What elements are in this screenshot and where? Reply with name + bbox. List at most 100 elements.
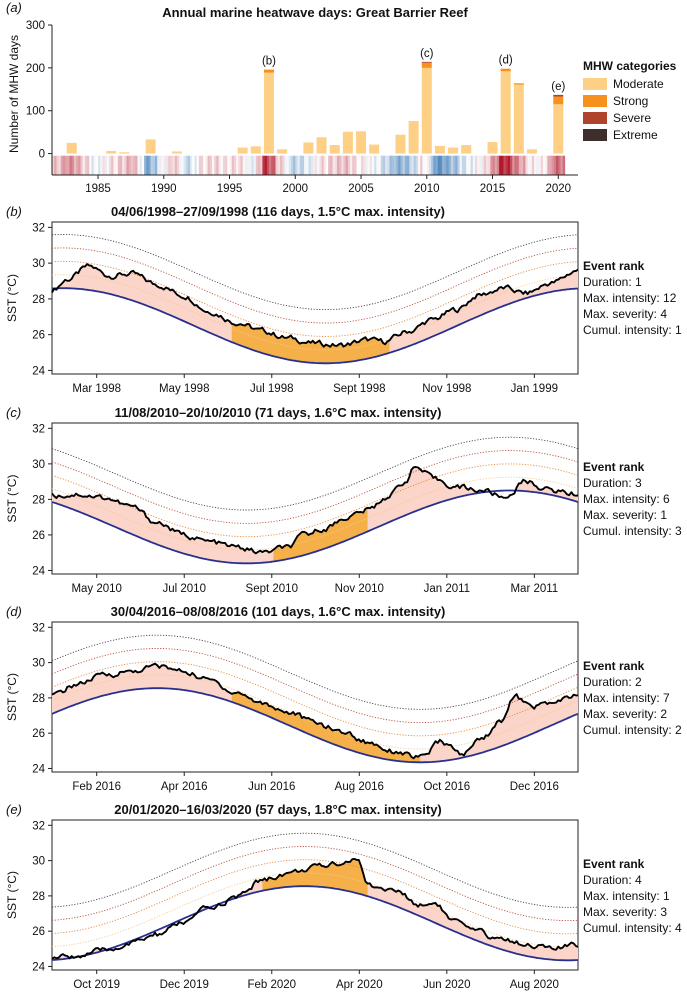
anomaly-stripe (428, 155, 432, 175)
anomaly-stripe (148, 155, 151, 175)
ytick-label: 24 (32, 961, 45, 973)
xtick-label: Jan 1999 (511, 383, 558, 395)
anomaly-stripe (273, 155, 276, 175)
bar-moderate-1998 (263, 72, 274, 154)
ytick-label: 26 (32, 728, 45, 740)
anomaly-stripe (385, 155, 388, 175)
event-rank-max-intensity: Max. intensity: 12 (583, 291, 677, 305)
xtick-label: Oct 2019 (73, 979, 120, 991)
legend-label-strong: Strong (613, 94, 648, 108)
anomaly-stripe (124, 155, 127, 175)
anomaly-stripe (194, 155, 197, 175)
event-rank-cumul-intensity: Cumul. intensity: 2 (583, 723, 682, 737)
anomaly-stripe (238, 155, 241, 175)
anomaly-stripe (369, 155, 373, 175)
anomaly-stripe (146, 155, 149, 175)
anomaly-stripe (249, 155, 252, 175)
anomaly-stripe (453, 155, 456, 175)
anomaly-stripe (398, 155, 401, 175)
anomaly-stripe (472, 155, 476, 175)
anomaly-stripe (457, 155, 460, 175)
legend-label-extreme: Extreme (613, 128, 658, 142)
anomaly-stripe (207, 155, 211, 175)
anomaly-stripe (255, 155, 259, 175)
anomaly-stripe (393, 155, 397, 175)
anomaly-stripe (371, 155, 375, 175)
event-rank-cumul-intensity: Cumul. intensity: 3 (583, 524, 682, 538)
anomaly-stripe (67, 155, 70, 175)
anomaly-shading (52, 467, 578, 564)
anomaly-stripe (413, 155, 417, 175)
anomaly-stripe (529, 155, 533, 175)
ylabel: SST (°C) (5, 274, 19, 322)
xtick-label: Sept 1998 (333, 383, 385, 395)
anomaly-stripe (196, 155, 200, 175)
anomaly-stripe (284, 155, 287, 175)
anomaly-stripe (450, 155, 454, 175)
anomaly-stripe (247, 155, 250, 175)
threshold-line-2 (51, 463, 579, 538)
event-rank-cumul-intensity: Cumul. intensity: 4 (583, 921, 682, 935)
ytick-label: 28 (32, 891, 45, 903)
anomaly-stripe (556, 155, 559, 175)
bar-moderate-2001 (303, 142, 314, 154)
legend-swatch-moderate (583, 78, 607, 90)
anomaly-stripe (176, 155, 180, 175)
anomaly-stripe (253, 155, 257, 175)
ytick-label: 30 (32, 258, 45, 270)
anomaly-stripe (62, 155, 66, 175)
ytick-label: 24 (32, 763, 45, 775)
anomaly-stripe (297, 155, 300, 175)
anomaly-stripe (76, 155, 79, 175)
bar-moderate-1989 (145, 139, 156, 154)
event-rank-max-intensity: Max. intensity: 7 (583, 691, 670, 705)
anomaly-stripe (321, 155, 325, 175)
anomaly-stripe (536, 155, 539, 175)
xtick-label: Aug 2016 (335, 781, 384, 793)
panel-a-xtick-label: 1985 (85, 183, 111, 195)
anomaly-stripe (437, 155, 441, 175)
panel-a-xtick-label: 2010 (414, 183, 440, 195)
event-rank-max-intensity: Max. intensity: 6 (583, 492, 670, 506)
anomaly-stripe (343, 155, 346, 175)
event-rank-max-severity: Max. severity: 1 (583, 508, 667, 522)
ytick-label: 26 (32, 330, 45, 342)
bar-moderate-2002 (316, 137, 327, 154)
xtick-label: Dec 2019 (160, 979, 209, 991)
anomaly-stripe (431, 155, 434, 175)
anomaly-stripe (54, 155, 57, 175)
anomaly-stripe (363, 155, 366, 175)
anomaly-stripe (240, 155, 243, 175)
anomaly-stripe (354, 155, 357, 175)
anomaly-stripe (481, 155, 485, 175)
anomaly-stripe (551, 155, 555, 175)
legend-swatch-strong (583, 95, 607, 107)
anomaly-stripe (380, 155, 384, 175)
anomaly-stripe (317, 155, 320, 175)
anomaly-stripe (113, 155, 116, 175)
event-rank: Event rank Duration: 2 Max. intensity: 7 Ma… (583, 659, 682, 737)
anomaly-stripe (549, 155, 552, 175)
anomaly-stripe (260, 155, 263, 175)
anomaly-stripe (174, 155, 178, 175)
anomaly-stripe (494, 155, 498, 175)
panel-a-label: (a) (6, 0, 22, 15)
anomaly-stripe (523, 155, 526, 175)
panel-d: (d) 30/04/2016–08/08/2016 (101 days, 1.6°… (5, 604, 682, 793)
bar-moderate-2009 (408, 121, 419, 154)
anomaly-stripe (499, 155, 502, 175)
anomaly-stripe (374, 155, 377, 175)
anomaly-stripe (150, 155, 154, 175)
anomaly-stripe (115, 155, 119, 175)
panel-a-xtick-label: 2005 (348, 183, 374, 195)
sst-line (51, 466, 579, 555)
anomaly-stripe (155, 155, 158, 175)
anomaly-stripe (277, 155, 281, 175)
panel-a: (a) Annual marine heatwave days: Great Ba… (6, 0, 677, 195)
anomaly-stripe (227, 155, 230, 175)
bar-moderate-1986 (106, 151, 117, 154)
anomaly-stripe (435, 155, 439, 175)
panel-e: (e) 20/01/2020–16/03/2020 (57 days, 1.8°C… (5, 802, 682, 991)
anomaly-stripe (214, 155, 217, 175)
anomaly-stripe (275, 155, 279, 175)
